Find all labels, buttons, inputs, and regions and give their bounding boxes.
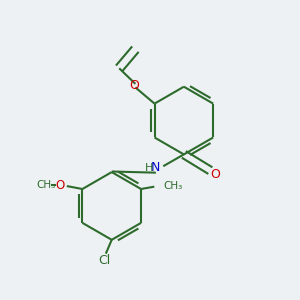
- Text: Cl: Cl: [98, 254, 110, 267]
- Text: O: O: [129, 80, 139, 92]
- Text: H: H: [145, 163, 153, 173]
- Text: N: N: [151, 161, 160, 174]
- Text: CH₃: CH₃: [36, 181, 55, 190]
- Text: O: O: [56, 179, 65, 192]
- Text: O: O: [211, 168, 220, 181]
- Text: CH₃: CH₃: [163, 181, 182, 191]
